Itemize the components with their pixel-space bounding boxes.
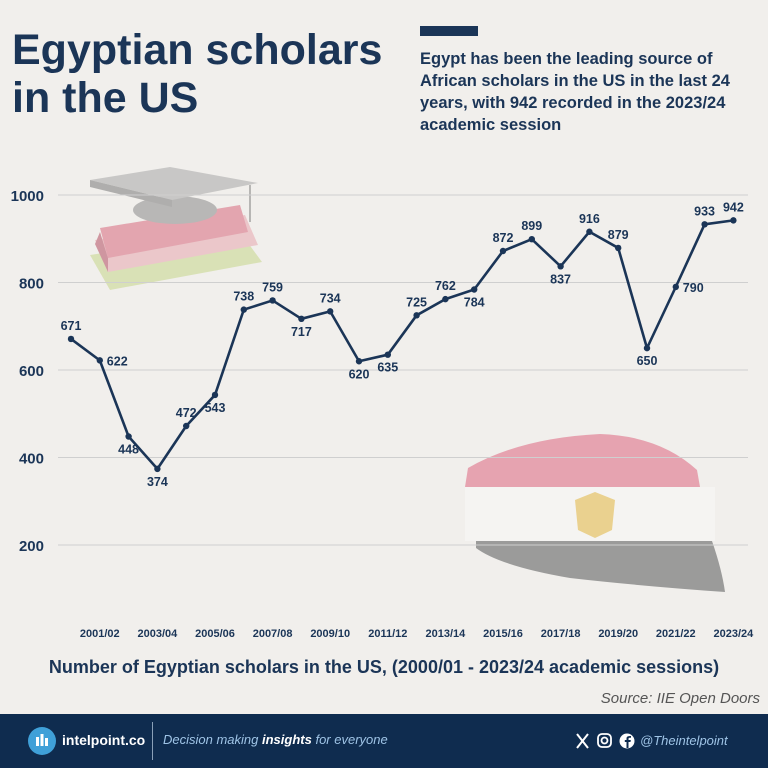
data-point (643, 344, 651, 352)
x-tick-label: 2011/12 (368, 628, 407, 640)
data-label: 472 (176, 406, 197, 420)
tagline-bold: insights (262, 732, 312, 747)
y-tick-label: 400 (19, 451, 44, 468)
data-point (528, 235, 535, 243)
x-tick-label: 2007/08 (253, 628, 293, 640)
line-chart: 200 400 600 800 1000 671 622 448 374 472 543 738 75… (11, 167, 755, 640)
data-label: 374 (147, 475, 168, 489)
y-tick-label: 1000 (11, 188, 44, 205)
data-label: 879 (608, 228, 629, 242)
data-point (154, 465, 161, 473)
x-tick-label: 2005/06 (195, 628, 235, 640)
x-tick-label: 2013/14 (426, 628, 467, 640)
x-icon[interactable] (576, 733, 589, 749)
data-label: 933 (694, 204, 715, 218)
data-point (240, 306, 247, 313)
data-label: 635 (377, 361, 398, 375)
data-label: 734 (320, 291, 341, 305)
data-point (586, 228, 593, 235)
y-tick-label: 200 (19, 538, 44, 555)
brand-link[interactable]: intelpoint.co (62, 732, 146, 748)
series-line (70, 219, 734, 471)
y-tick-label: 600 (19, 363, 44, 380)
data-label: 725 (406, 295, 427, 309)
data-label: 650 (637, 354, 658, 368)
data-label: 916 (579, 212, 600, 226)
data-label: 671 (61, 319, 82, 333)
data-label: 942 (723, 200, 744, 214)
data-label: 620 (349, 367, 370, 381)
data-point (183, 422, 190, 430)
instagram-icon[interactable] (597, 733, 612, 748)
x-tick-label: 2003/04 (138, 628, 179, 640)
books-illustration (90, 167, 262, 290)
x-tick-label: 2015/16 (483, 628, 523, 640)
accent-bar (420, 26, 478, 36)
facebook-icon[interactable] (619, 733, 635, 749)
data-label: 622 (107, 354, 128, 368)
data-label: 448 (118, 443, 139, 457)
footer: intelpoint.co Decision making insights f… (0, 714, 768, 768)
data-point (413, 312, 420, 319)
egypt-flag-illustration (465, 434, 725, 592)
x-tick-label: 2017/18 (541, 628, 581, 640)
data-point (499, 247, 507, 255)
data-label: 784 (464, 296, 485, 310)
tagline-post: for everyone (315, 732, 388, 747)
data-point (384, 351, 391, 358)
data-point (471, 286, 478, 293)
data-point (442, 295, 449, 303)
data-label: 872 (493, 231, 514, 245)
footer-divider (152, 722, 153, 760)
data-label: 837 (550, 272, 571, 286)
chart-caption: Number of Egyptian scholars in the US, (… (48, 657, 720, 677)
intelpoint-logo-icon (28, 727, 56, 755)
data-point (96, 357, 104, 364)
data-point (269, 297, 276, 304)
data-point (355, 358, 363, 365)
data-label: 762 (435, 279, 456, 293)
x-tick-label: 2019/20 (598, 628, 638, 640)
y-tick-label: 800 (19, 276, 44, 293)
data-point (701, 221, 708, 228)
data-label: 790 (683, 281, 704, 295)
data-point (125, 433, 132, 440)
tagline: Decision making insights for everyone (163, 732, 388, 747)
x-tick-label: 2001/02 (80, 628, 120, 640)
data-label: 717 (291, 325, 312, 339)
social-handle[interactable]: @Theintelpoint (640, 733, 728, 748)
data-point (672, 283, 679, 291)
data-point (327, 308, 334, 315)
data-label: 759 (262, 280, 283, 294)
x-tick-label: 2009/10 (310, 628, 350, 640)
data-point (730, 217, 737, 224)
data-point (298, 315, 305, 323)
data-label: 738 (233, 290, 254, 304)
data-point (67, 335, 75, 343)
page-subtitle: Egypt has been the leading source of Afr… (420, 50, 730, 134)
data-point (615, 244, 622, 252)
data-label: 899 (521, 219, 542, 233)
data-point (557, 263, 564, 270)
source-note: Source: IIE Open Doors (600, 690, 760, 707)
x-tick-label: 2021/22 (656, 628, 696, 640)
data-point (211, 391, 219, 399)
social-icons (576, 733, 635, 749)
tagline-pre: Decision making (163, 732, 259, 747)
page-title: Egyptian scholars in the US (12, 26, 383, 122)
x-tick-label: 2023/24 (714, 628, 755, 640)
data-label: 543 (205, 401, 226, 415)
